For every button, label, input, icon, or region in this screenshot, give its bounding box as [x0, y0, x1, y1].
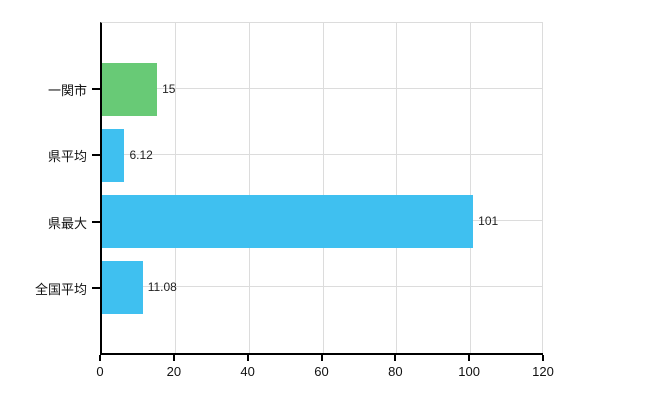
- x-axis-tick: [246, 355, 249, 361]
- vertical-gridline: [469, 23, 471, 353]
- category-label: 一関市: [47, 82, 87, 98]
- vertical-gridline: [248, 23, 250, 353]
- category-label: 県最大: [47, 215, 87, 231]
- bar-県平均: [102, 128, 125, 182]
- plot-area: 15 6.12 101 11.08: [100, 22, 543, 355]
- horizontal-gridline: [102, 88, 543, 89]
- horizontal-gridline: [102, 286, 543, 287]
- x-axis-tick-label: 120: [532, 364, 554, 379]
- x-axis-tick-label: 20: [166, 364, 182, 379]
- bar-全国平均: [102, 260, 143, 314]
- bar-県最大: [102, 194, 474, 248]
- vertical-gridline: [175, 23, 177, 353]
- x-axis-tick-label: 100: [458, 364, 481, 379]
- horizontal-gridline: [102, 154, 543, 155]
- vertical-gridline: [395, 23, 397, 353]
- y-axis-tick: [92, 220, 100, 223]
- bar-value-label: 11.08: [147, 280, 177, 294]
- category-label: 県平均: [47, 149, 87, 165]
- x-axis-tick: [320, 355, 323, 361]
- x-axis-tick: [542, 355, 544, 361]
- y-axis-tick: [92, 154, 100, 157]
- y-axis-tick: [92, 287, 100, 290]
- x-axis-tick-label: 0: [96, 364, 104, 379]
- bar-value-label: 6.12: [129, 148, 153, 162]
- x-axis-tick-label: 80: [388, 364, 403, 379]
- y-axis-tick: [92, 87, 100, 90]
- bar-value-label: 15: [162, 82, 176, 96]
- x-axis-tick-label: 40: [240, 364, 255, 379]
- vertical-gridline: [542, 23, 543, 353]
- bar-value-label: 101: [478, 214, 499, 228]
- x-axis-tick: [468, 355, 471, 361]
- x-axis-tick: [172, 355, 175, 361]
- vertical-gridline: [322, 23, 324, 353]
- category-label: 全国平均: [34, 282, 87, 298]
- x-axis-tick-label: 60: [314, 364, 329, 379]
- x-axis-tick: [99, 355, 101, 361]
- bar-一関市: [102, 62, 158, 116]
- x-axis-tick: [394, 355, 397, 361]
